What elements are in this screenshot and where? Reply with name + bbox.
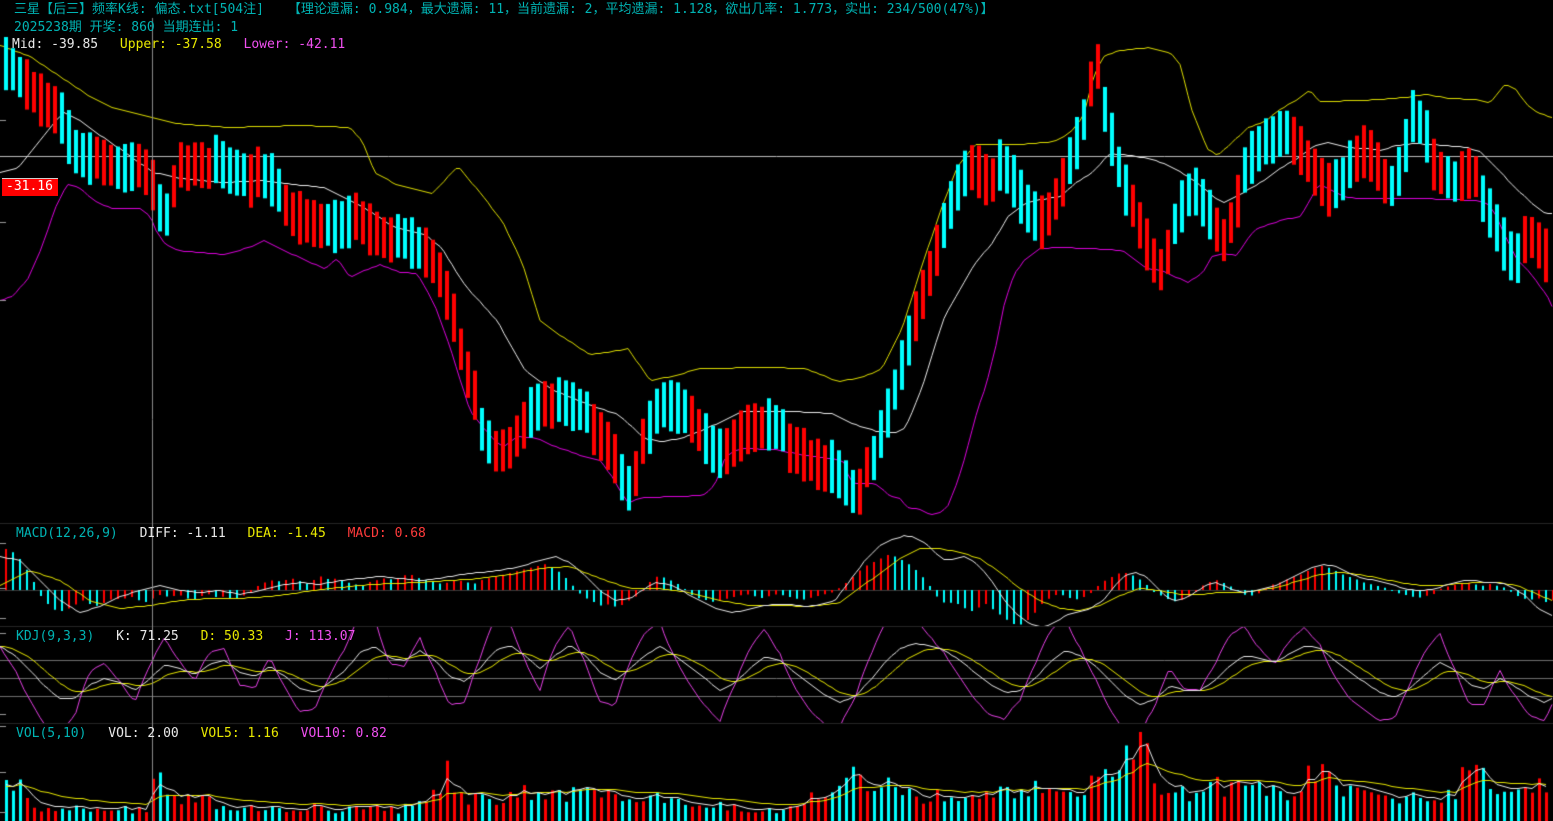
macd-indicator-name[interactable]: MACD(12,26,9)	[16, 526, 118, 541]
kdj-j-label: J: 113.07	[285, 629, 356, 644]
boll-mid-label: Mid: -39.85	[12, 37, 99, 52]
boll-upper-label: Upper: -37.58	[119, 37, 222, 52]
period-info-row: 2025238期 开奖: 860 当期连出: 1	[14, 20, 238, 35]
macd-dea-label: DEA: -1.45	[247, 526, 326, 541]
current-price-tag: -31.16	[2, 178, 58, 196]
chart-title: 三星【后三】频率K线: 偏态.txt[504注]	[14, 2, 264, 17]
macd-label-row: MACD(12,26,9) DIFF: -1.11 DEA: -1.45 MAC…	[16, 526, 440, 541]
period-info: 2025238期 开奖: 860 当期连出: 1	[14, 20, 239, 35]
vol-indicator-name[interactable]: VOL(5,10)	[16, 726, 87, 741]
vol10-label: VOL10: 0.82	[300, 726, 387, 741]
kdj-indicator-name[interactable]: KDJ(9,3,3)	[16, 629, 95, 644]
title-bar: 三星【后三】频率K线: 偏态.txt[504注] 【理论遗漏: 0.984，最大遗…	[14, 2, 994, 17]
macd-value-label: MACD: 0.68	[347, 526, 426, 541]
omission-stats: 【理论遗漏: 0.984，最大遗漏: 11，当前遗漏: 2，平均遗漏: 1.12…	[287, 2, 994, 17]
boll-label-row: Mid: -39.85 Upper: -37.58 Lower: -42.11	[12, 37, 359, 52]
kdj-d-label: D: 50.33	[200, 629, 264, 644]
kdj-k-label: K: 71.25	[116, 629, 179, 644]
vol-value-label: VOL: 2.00	[108, 726, 179, 741]
kdj-label-row: KDJ(9,3,3) K: 71.25 D: 50.33 J: 113.07	[16, 629, 369, 644]
vol-label-row: VOL(5,10) VOL: 2.00 VOL5: 1.16 VOL10: 0.…	[16, 726, 401, 741]
vol5-label: VOL5: 1.16	[200, 726, 279, 741]
macd-diff-label: DIFF: -1.11	[139, 526, 226, 541]
boll-lower-label: Lower: -42.11	[243, 37, 346, 52]
